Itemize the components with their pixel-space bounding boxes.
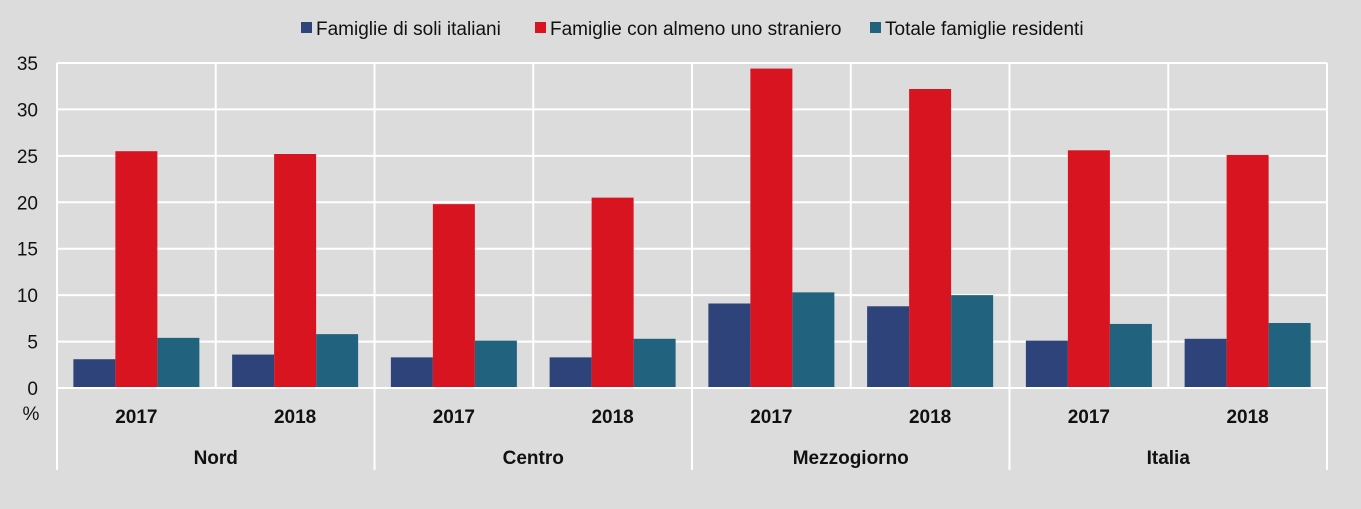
x-tick-label: 2017 [1068, 407, 1110, 428]
y-tick-label: 25 [17, 147, 38, 168]
bar [792, 292, 835, 388]
axes [56, 387, 1328, 470]
bar [474, 340, 517, 388]
group-label: Nord [194, 448, 238, 469]
legend-label: Totale famiglie residenti [885, 19, 1084, 40]
bar [316, 334, 359, 388]
x-tick-label: 2017 [750, 407, 792, 428]
group-label: Mezzogiorno [793, 448, 909, 469]
bar [73, 359, 116, 388]
bar [390, 357, 433, 388]
y-tick-label: 5 [27, 333, 38, 354]
bar [708, 303, 751, 388]
y-tick-label: 10 [17, 286, 38, 307]
y-tick-label: 35 [17, 54, 38, 75]
y-axis-unit-label: % [23, 404, 40, 425]
bar [549, 357, 592, 388]
legend: Famiglie di soli italiani Famiglie con al… [301, 19, 1084, 40]
bar [274, 154, 317, 388]
x-tick-label: 2017 [433, 407, 475, 428]
legend-swatch [870, 22, 881, 33]
x-tick-label: 2018 [909, 407, 951, 428]
group-label: Italia [1147, 448, 1191, 469]
x-tick-label: 2017 [115, 407, 157, 428]
group-label: Centro [503, 448, 564, 469]
bar [909, 89, 952, 388]
y-tick-label: 20 [17, 193, 38, 214]
bar [1226, 154, 1269, 388]
bars [73, 68, 1311, 389]
legend-swatch [535, 22, 546, 33]
x-tick-label: 2018 [1226, 407, 1268, 428]
bar [1109, 323, 1152, 388]
bar [591, 197, 634, 388]
grid [56, 62, 1328, 388]
bar [157, 337, 200, 388]
y-tick-label: 0 [27, 379, 38, 400]
legend-label: Famiglie con almeno uno straniero [550, 19, 842, 40]
bar [951, 295, 994, 388]
legend-swatch [301, 22, 312, 33]
y-tick-label: 30 [17, 100, 38, 121]
bar [633, 338, 676, 388]
bar [1184, 338, 1227, 388]
bar [432, 204, 475, 388]
legend-label: Famiglie di soli italiani [316, 19, 501, 40]
bar [1067, 150, 1110, 388]
y-tick-label: 15 [17, 240, 38, 261]
x-tick-label: 2018 [591, 407, 633, 428]
bar [232, 354, 275, 388]
x-tick-label: 2018 [274, 407, 316, 428]
bar [115, 151, 158, 388]
bar [867, 306, 910, 388]
bar [1268, 323, 1311, 388]
bar [1025, 340, 1068, 388]
bar [750, 68, 793, 389]
labels: 0 5 10 15 20 25 30 35 2017 2018 2017 2018 2017 2018 20… [17, 54, 1269, 469]
